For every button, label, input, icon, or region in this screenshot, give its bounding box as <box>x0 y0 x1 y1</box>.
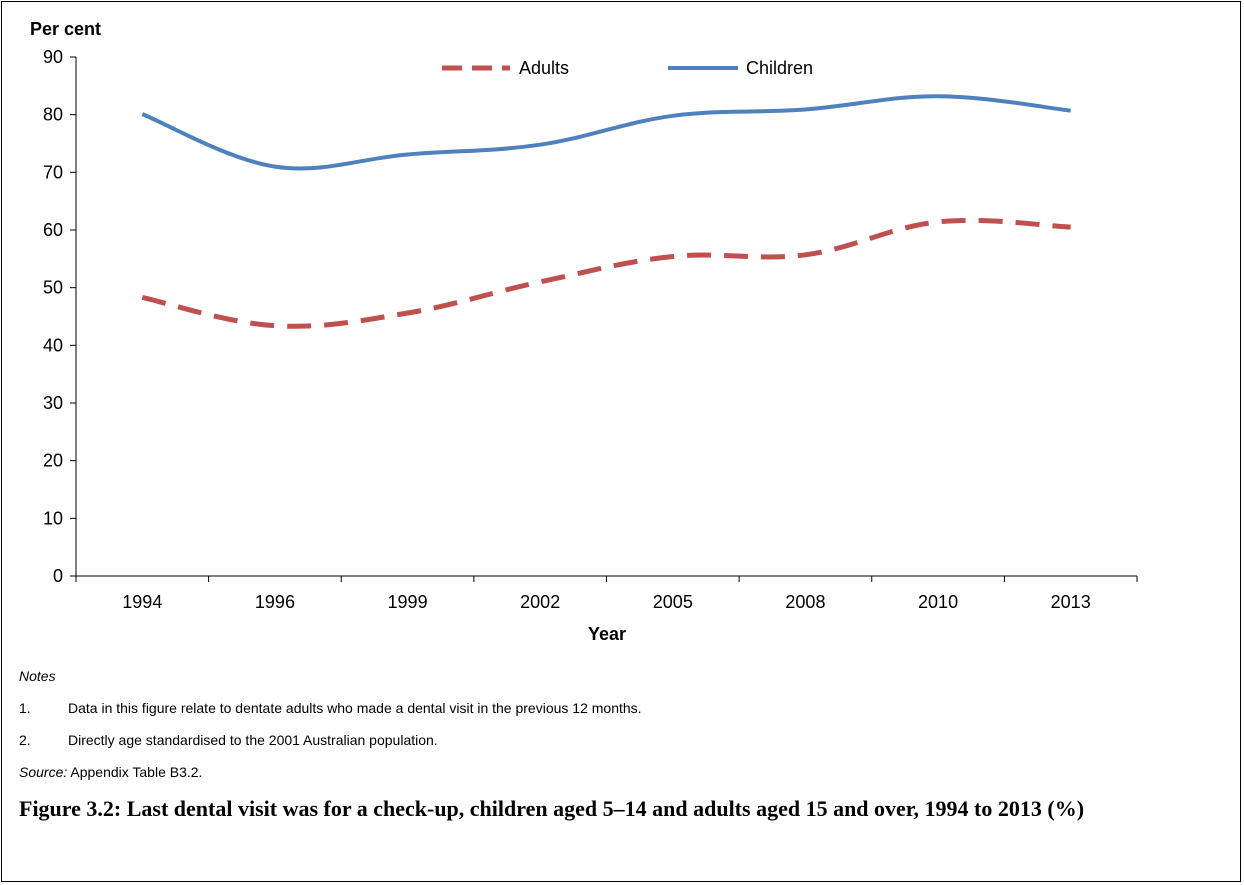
note-number: 1. <box>19 700 31 716</box>
source-line: Source: Appendix Table B3.2. <box>19 764 202 780</box>
figure-caption: Figure 3.2: Last dental visit was for a … <box>19 794 1219 824</box>
data-point-adults <box>672 256 673 257</box>
data-point-adults <box>274 325 275 326</box>
axes: 0 10 20 30 40 50 60 70 80 90 1994 1996 1999 2002 2005 2… <box>43 47 1137 612</box>
legend-label-children: Children <box>746 58 813 78</box>
x-tick-label: 2013 <box>1051 592 1091 612</box>
x-tick-label: 1996 <box>255 592 295 612</box>
legend: Adults Children <box>442 58 813 78</box>
note-number: 2. <box>19 732 31 748</box>
data-point-children <box>805 109 806 110</box>
data-point-children <box>142 114 143 115</box>
x-tick-label: 1994 <box>122 592 162 612</box>
y-tick-label: 30 <box>43 393 63 413</box>
source-label: Source: <box>19 764 67 780</box>
y-tick-label: 40 <box>43 335 63 355</box>
source-text: Appendix Table B3.2. <box>67 764 202 780</box>
y-tick-label: 0 <box>53 566 63 586</box>
x-tick-label: 1999 <box>388 592 428 612</box>
series-line-adults <box>142 220 1070 326</box>
y-axis-title: Per cent <box>30 19 101 39</box>
note-text: Directly age standardised to the 2001 Au… <box>68 732 438 748</box>
data-point-adults <box>1070 227 1071 228</box>
data-point-children <box>274 166 275 167</box>
y-tick-label: 10 <box>43 508 63 528</box>
data-point-adults <box>805 254 806 255</box>
y-tick-label: 80 <box>43 105 63 125</box>
y-tick-label: 70 <box>43 162 63 182</box>
x-tick-label: 2005 <box>653 592 693 612</box>
note-text: Data in this figure relate to dentate ad… <box>68 700 642 716</box>
data-point-adults <box>407 313 408 314</box>
data-point-children <box>407 154 408 155</box>
y-tick-label: 90 <box>43 47 63 67</box>
notes-heading: Notes <box>19 668 56 684</box>
data-point-children <box>540 144 541 145</box>
line-chart: Per cent Year 0 10 20 30 40 50 60 70 80 90 1994 199… <box>0 0 1244 660</box>
x-tick-label: 2008 <box>785 592 825 612</box>
data-point-children <box>938 96 939 97</box>
y-tick-label: 60 <box>43 220 63 240</box>
data-point-children <box>1070 110 1071 111</box>
data-point-adults <box>938 221 939 222</box>
data-point-adults <box>142 297 143 298</box>
data-point-adults <box>540 281 541 282</box>
legend-label-adults: Adults <box>519 58 569 78</box>
series-line-children <box>142 96 1070 168</box>
x-axis-title: Year <box>588 624 626 644</box>
y-tick-label: 50 <box>43 278 63 298</box>
y-tick-label: 20 <box>43 451 63 471</box>
series-layer <box>142 96 1071 327</box>
data-point-children <box>672 115 673 116</box>
x-tick-label: 2002 <box>520 592 560 612</box>
x-tick-label: 2010 <box>918 592 958 612</box>
